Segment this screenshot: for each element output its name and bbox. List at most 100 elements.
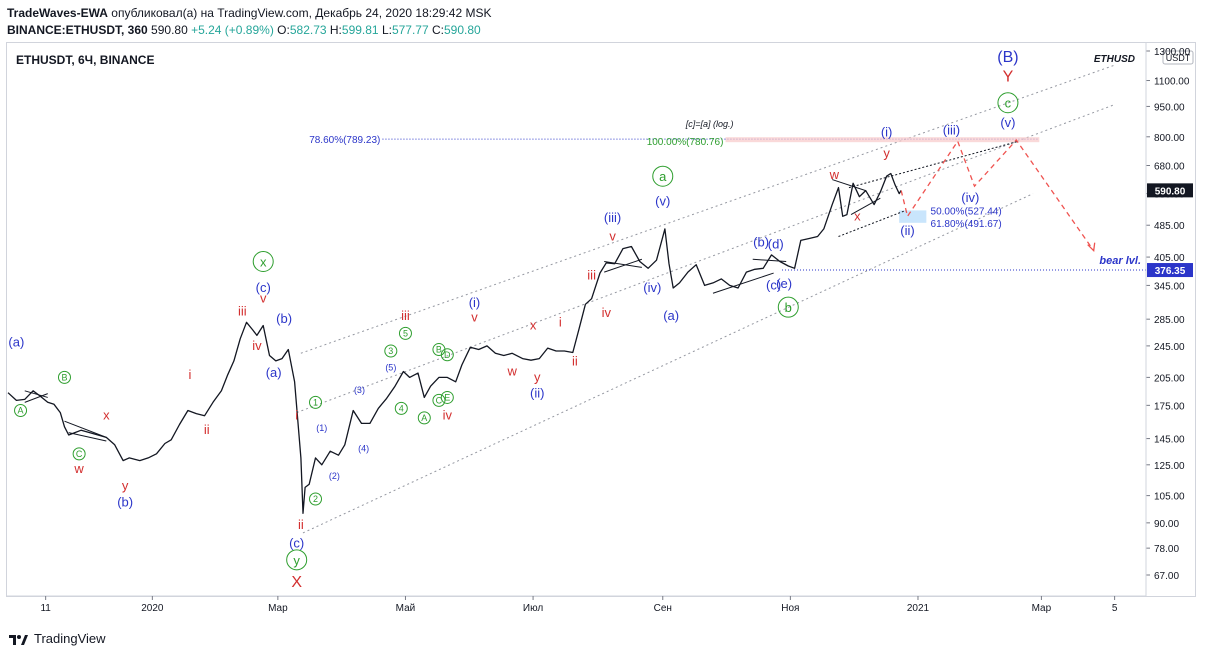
wave-label-66: (iv) xyxy=(961,190,979,205)
wave-label-60: w xyxy=(829,167,840,182)
bear-level-label: bear lvl. xyxy=(1099,255,1141,267)
wave-label-5: w xyxy=(73,461,84,476)
wave-label-28: (5) xyxy=(385,363,396,373)
wave-label-13: (c) xyxy=(256,280,271,295)
fib-levels: 78.60%(789.23) 100.00%(780.76) [c]=[a] (lo… xyxy=(309,119,1146,271)
x-tick-label-5: Сен xyxy=(654,603,672,614)
wave-label-9: ii xyxy=(204,422,210,437)
wave-circle-37 xyxy=(440,390,454,404)
footer: TradingView xyxy=(8,631,106,646)
x-tick-label-9: 5 xyxy=(1112,603,1118,614)
pattern-trendline-0 xyxy=(24,393,48,403)
wave-circle-30 xyxy=(394,401,408,415)
y-tick-label-5: 145.00 xyxy=(1154,435,1185,446)
x-axis: 11 2020 Мар Май Июл Сен Ноя 2021 Мар 5 xyxy=(6,595,1146,614)
wave-label-36: D xyxy=(444,350,451,360)
y-tick-label-17: 1100.00 xyxy=(1154,77,1190,88)
channel-line-2 xyxy=(300,64,1115,354)
currency-badge-box[interactable] xyxy=(1162,50,1194,65)
channel-support-line xyxy=(838,210,906,237)
wave-label-54: (a) xyxy=(663,308,679,323)
c-value: 590.80 xyxy=(444,23,481,37)
wave-circle-59 xyxy=(777,296,799,318)
y-tick-label-12: 485.00 xyxy=(1154,221,1185,232)
wave-label-43: y xyxy=(534,369,541,384)
o-value: 582.73 xyxy=(289,23,327,37)
wave-label-56: (d) xyxy=(768,236,784,251)
wave-label-70: (B) xyxy=(997,49,1018,66)
pattern-trendline-2 xyxy=(64,420,107,438)
symbol-line: BINANCE:ETHUSDT, 360 590.80 +5.24 (+0.89… xyxy=(7,23,481,37)
projection-line xyxy=(900,139,1095,252)
wave-label-48: iv xyxy=(602,305,612,320)
wave-label-65: (iii) xyxy=(943,122,960,137)
wave-circle-14 xyxy=(252,250,274,272)
wave-label-52: a xyxy=(659,169,667,184)
price-change: +5.24 (+0.89%) xyxy=(191,23,274,37)
wave-circle-35 xyxy=(432,393,446,407)
wave-label-68: c xyxy=(1005,96,1012,111)
c-label: C: xyxy=(432,23,444,37)
author-name[interactable]: TradeWaves-EWA xyxy=(7,6,108,20)
current-price-label: 590.80 xyxy=(1155,186,1186,197)
watermark-symbol: ETHUSD xyxy=(1094,54,1135,65)
pattern-trendline-9 xyxy=(850,197,881,216)
projection-path xyxy=(900,139,1096,253)
wave-circle-2 xyxy=(57,370,71,384)
y-tick-label-2: 90.00 xyxy=(1154,519,1179,530)
y-tick-label-14: 680.00 xyxy=(1154,162,1185,173)
channel-resist-line xyxy=(848,140,1019,189)
footer-brand[interactable]: TradingView xyxy=(34,631,106,646)
wave-label-14: x xyxy=(260,254,267,269)
pattern-trendline-5 xyxy=(604,261,642,268)
wave-circle-29 xyxy=(384,344,398,358)
pattern-trendline-3 xyxy=(68,432,107,442)
trend-channel xyxy=(296,64,1115,534)
wave-label-16: (a) xyxy=(266,365,282,380)
wave-label-12: v xyxy=(260,291,267,306)
y-tick-label-16: 950.00 xyxy=(1154,102,1185,113)
wave-label-4: C xyxy=(76,449,83,459)
wave-circle-4 xyxy=(72,447,86,461)
y-tick-label-10: 345.00 xyxy=(1154,281,1185,292)
tradingview-logo-icon[interactable] xyxy=(8,632,30,646)
wave-label-10: iii xyxy=(238,303,247,318)
wave-labels: (a)ABxCwy(b)iiiiiiivv(c)x(b)(a)iii(c)yX1… xyxy=(8,49,1018,591)
wave-label-63: y xyxy=(883,145,890,160)
pattern-trendline-7 xyxy=(752,258,787,262)
wave-label-67: (v) xyxy=(1000,115,1015,130)
wave-label-58: (e) xyxy=(776,276,792,291)
wave-label-69: Y xyxy=(1003,68,1014,85)
wave-label-11: iv xyxy=(252,338,262,353)
wave-label-53: (v) xyxy=(655,193,670,208)
wave-label-15: (b) xyxy=(276,311,292,326)
wave-label-26: (3) xyxy=(354,385,365,395)
symbol-name: BINANCE:ETHUSDT, 360 xyxy=(7,23,148,37)
wave-label-33: A xyxy=(421,413,427,423)
wave-label-24: (2) xyxy=(329,471,340,481)
published-text: опубликовал(а) на TradingView.com, Декаб… xyxy=(111,6,492,20)
wave-label-34: B xyxy=(436,345,442,355)
wave-label-64: (ii) xyxy=(900,223,914,238)
y-tick-label-11: 405.00 xyxy=(1154,253,1185,264)
y-tick-label-15: 800.00 xyxy=(1154,133,1185,144)
wave-label-55: (b) xyxy=(753,234,769,249)
x-tick-label-0: 11 xyxy=(40,603,51,614)
current-price-badge xyxy=(1147,183,1193,198)
wave-label-61: x xyxy=(854,208,861,223)
y-tick-label-6: 175.00 xyxy=(1154,401,1185,412)
wave-label-21: X xyxy=(291,574,302,591)
x-tick-label-7: 2021 xyxy=(907,603,930,614)
wave-label-25: 2 xyxy=(313,494,318,504)
wave-label-46: ii xyxy=(572,354,578,369)
x-tick-label-8: Мар xyxy=(1032,603,1052,614)
h-value: 599.81 xyxy=(341,23,379,37)
wave-label-39: (i) xyxy=(469,295,481,310)
y-tick-label-7: 205.00 xyxy=(1154,373,1185,384)
currency-badge[interactable]: USDT xyxy=(1166,53,1191,63)
wave-circle-31 xyxy=(398,326,412,340)
bear-price-badge xyxy=(1147,263,1193,278)
level-label-50: 50.00%(527.44) xyxy=(931,206,1002,217)
wave-circle-36 xyxy=(440,348,454,362)
